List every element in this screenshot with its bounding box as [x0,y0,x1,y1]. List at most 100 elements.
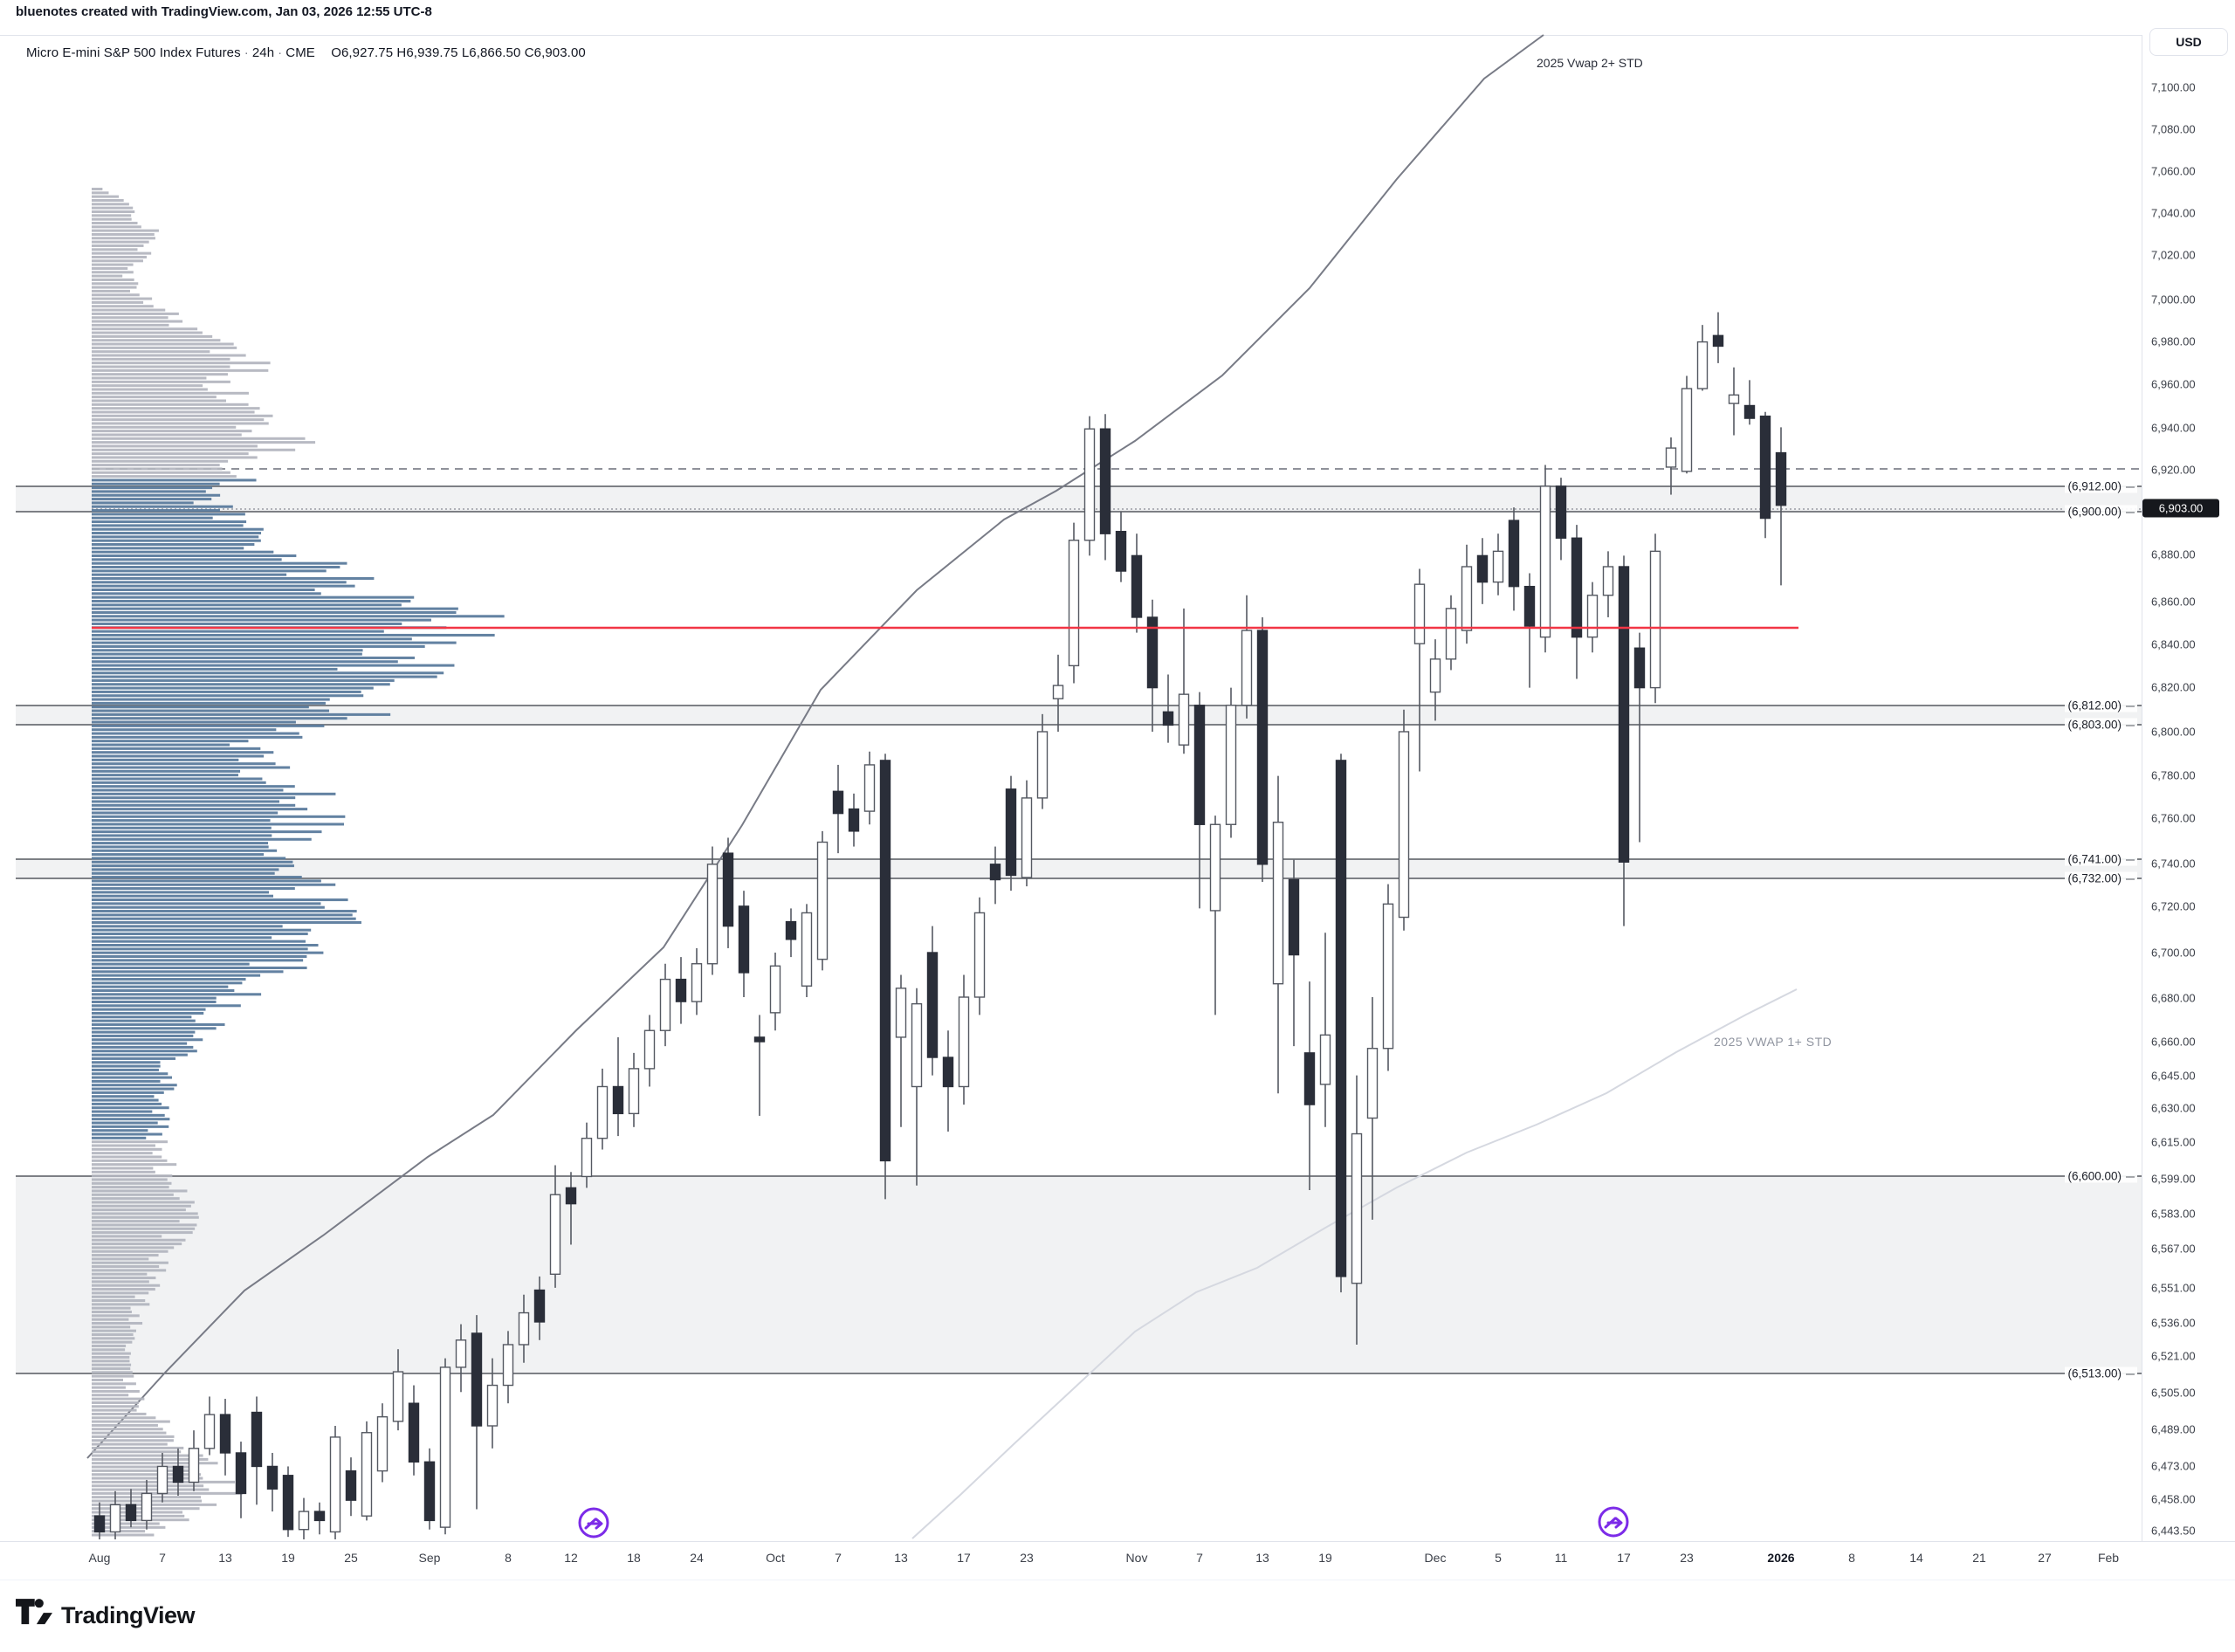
time-tick[interactable]: 27 [2038,1551,2052,1565]
volume-profile-bar [92,430,252,433]
volume-profile-bar [92,1401,139,1404]
price-tick: 6,760.00 [2151,811,2196,825]
tradingview-logo[interactable]: TradingView [16,1598,196,1633]
candle-down [251,1411,263,1468]
volume-profile-bar [92,694,364,698]
time-tick[interactable]: 8 [1848,1551,1855,1565]
vwap2-std-label[interactable]: 2025 Vwap 2+ STD [1537,56,1643,70]
volume-profile-bar [92,887,295,891]
time-tick[interactable]: 19 [1318,1551,1332,1565]
time-tick[interactable]: 19 [281,1551,295,1565]
volume-profile-bar [92,1337,135,1340]
volume-profile-bar [92,334,213,338]
volume-profile-bar [92,1352,131,1355]
purple-circle [578,1507,609,1538]
volume-profile-bar [92,588,315,592]
time-tick[interactable]: 13 [894,1551,908,1565]
time-axis-border [0,1541,2235,1542]
volume-profile-bar [92,1359,130,1363]
time-tick[interactable]: 24 [690,1551,704,1565]
currency-toggle-button[interactable]: USD [2149,28,2228,56]
price-axis[interactable]: USD 7,100.00 7,080.00 7,060.00 7,040.00 7,02… [2142,28,2235,1541]
volume-profile-bar [92,1277,156,1280]
candle-up [1398,731,1410,919]
time-tick[interactable]: 13 [218,1551,232,1565]
volume-profile-bar [92,954,307,959]
candle-down [235,1452,247,1495]
volume-profile-bar [92,1405,139,1408]
candle-down [722,852,734,927]
time-tick[interactable]: 14 [1909,1551,1923,1565]
price-tick: 6,880.00 [2151,547,2196,561]
candle-up [1036,731,1049,799]
volume-profile-bar [92,652,362,656]
time-tick[interactable]: 23 [1020,1551,1034,1565]
candle-down [879,760,891,1162]
volume-profile-bar [92,1231,193,1235]
volume-profile-bar [92,1022,225,1026]
candle-up [1241,630,1253,706]
volume-profile-bar [92,599,411,602]
volume-profile-bar [92,1428,163,1431]
time-tick[interactable]: Sep [418,1551,441,1565]
volume-profile-bar [92,535,259,539]
time-tick[interactable]: Nov [1125,1551,1148,1565]
volume-profile-bar [92,1366,131,1370]
interval[interactable]: 24h [251,45,275,60]
volume-profile-bar [92,962,250,966]
volume-profile-bar [92,936,272,940]
time-tick[interactable]: Dec [1424,1551,1447,1565]
volume-profile-bar [92,1068,159,1071]
price-tick: 6,840.00 [2151,637,2196,651]
symbol-name[interactable]: Micro E-mini S&P 500 Index Futures [26,45,241,60]
time-tick[interactable]: 7 [1196,1551,1203,1565]
candle-up [392,1371,404,1422]
volume-profile-bar [92,1257,149,1261]
vwap1-std-label[interactable]: 2025 VWAP 1+ STD [1714,1035,1833,1049]
volume-profile-bar [92,1087,175,1091]
time-tick[interactable]: Feb [2097,1551,2120,1565]
candle-down [1256,630,1269,865]
marker-icon[interactable] [578,1507,609,1538]
marker-icon[interactable] [1598,1506,1629,1538]
volume-profile-bar [92,860,293,864]
volume-profile-bar [92,1152,153,1155]
volume-profile-bar [92,1113,165,1117]
time-tick[interactable]: 12 [564,1551,578,1565]
time-tick[interactable]: 11 [1554,1551,1568,1565]
volume-profile-bar [92,1306,131,1310]
volume-profile-bar [92,373,228,376]
time-tick[interactable]: 8 [505,1551,512,1565]
time-tick[interactable]: 7 [159,1551,166,1565]
time-tick[interactable]: Oct [766,1551,785,1565]
time-tick[interactable]: 13 [1255,1551,1269,1565]
candle-down [848,808,860,832]
time-tick[interactable]: 7 [835,1551,842,1565]
volume-profile-bar [92,1106,169,1110]
volume-profile-bar [92,637,412,641]
volume-profile-bar [92,883,336,886]
time-tick[interactable]: 2026 [1767,1551,1795,1565]
volume-profile-bar [92,437,306,440]
volume-profile-bar [92,800,279,803]
symbol-title[interactable]: Micro E-mini S&P 500 Index Futures · 24h · C… [26,45,586,60]
volume-profile-bar [92,1004,241,1008]
volume-profile-bar [92,475,237,478]
time-tick[interactable]: 23 [1680,1551,1694,1565]
purple-circle [1598,1506,1629,1538]
time-tick[interactable]: Aug [88,1551,111,1565]
time-tick[interactable]: 5 [1495,1551,1502,1565]
volume-profile-bar [92,928,312,932]
volume-profile-bar [92,970,284,974]
time-tick[interactable]: 21 [1972,1551,1986,1565]
time-tick[interactable]: 25 [344,1551,358,1565]
volume-profile-bar [92,698,330,701]
volume-profile-bar [92,380,230,383]
candle-up [863,764,876,812]
volume-profile-bar [92,1514,185,1518]
time-tick[interactable]: 17 [1617,1551,1631,1565]
volume-profile-bar [92,996,217,1000]
time-tick[interactable]: 18 [627,1551,641,1565]
time-tick[interactable]: 17 [957,1551,971,1565]
